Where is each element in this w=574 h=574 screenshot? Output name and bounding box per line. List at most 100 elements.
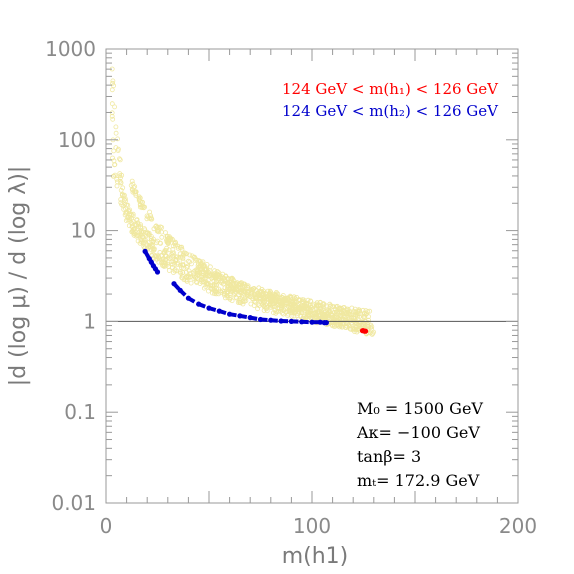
background-point	[320, 302, 326, 307]
background-point	[145, 245, 151, 251]
background-point	[214, 268, 220, 274]
background-point	[171, 270, 176, 276]
background-point	[138, 224, 143, 230]
background-point	[118, 187, 124, 193]
background-point	[261, 295, 267, 301]
background-point	[183, 250, 189, 256]
background-point	[155, 253, 161, 259]
background-point	[196, 258, 202, 263]
background-point	[187, 252, 193, 258]
background-point	[129, 229, 135, 235]
background-point	[122, 196, 128, 202]
background-point	[313, 310, 319, 316]
background-point	[184, 278, 190, 284]
background-point	[136, 194, 142, 200]
background-point	[231, 292, 237, 298]
background-point	[297, 304, 303, 309]
y-axis-label: |d (log μ) / d (log λ)|	[6, 166, 31, 387]
background-point	[175, 261, 180, 267]
background-point	[192, 254, 197, 260]
background-point	[334, 303, 340, 309]
background-point	[117, 156, 122, 162]
background-point	[222, 295, 228, 301]
background-point	[146, 242, 152, 248]
background-point	[364, 311, 370, 317]
background-point	[111, 148, 117, 154]
background-point	[165, 261, 171, 267]
background-point	[141, 205, 147, 211]
background-point	[334, 317, 340, 323]
series-1-segment	[143, 250, 152, 260]
background-point	[331, 322, 337, 328]
background-point	[132, 189, 138, 195]
background-point	[114, 183, 120, 189]
background-point	[341, 305, 347, 310]
background-point	[267, 302, 273, 308]
background-point	[144, 213, 150, 219]
background-point	[170, 243, 176, 249]
background-point	[129, 215, 135, 221]
background-point	[211, 282, 217, 288]
background-point	[365, 322, 371, 328]
background-point	[306, 306, 312, 312]
background-point	[140, 229, 146, 235]
background-point	[121, 206, 127, 212]
background-point	[249, 287, 255, 293]
background-point	[181, 251, 186, 257]
background-point	[356, 314, 362, 320]
background-point	[371, 329, 377, 335]
background-point	[127, 215, 133, 221]
background-point	[165, 264, 171, 269]
background-point	[369, 324, 375, 330]
background-point	[154, 225, 160, 231]
series-1-segment	[239, 313, 251, 320]
background-point	[167, 237, 172, 243]
background-point	[207, 272, 213, 278]
series-1-segment	[149, 261, 156, 267]
background-point	[203, 284, 209, 290]
background-point	[158, 252, 164, 258]
background-point	[290, 308, 296, 314]
background-point	[357, 307, 363, 313]
background-point	[224, 289, 230, 295]
background-point	[240, 288, 246, 294]
background-point	[352, 329, 357, 334]
background-point	[246, 289, 251, 295]
background-point	[327, 303, 333, 309]
series-1-segment	[249, 315, 261, 322]
x-tick-label: 0	[100, 514, 113, 538]
background-point	[159, 229, 165, 235]
background-point	[251, 291, 257, 297]
background-point	[307, 307, 313, 313]
series-1-segment	[153, 267, 160, 274]
background-point	[272, 303, 278, 309]
background-point	[159, 234, 165, 240]
background-point	[230, 276, 236, 282]
background-point	[235, 287, 241, 293]
background-point	[301, 314, 307, 319]
background-point	[347, 326, 353, 332]
background-point	[115, 136, 120, 142]
background-point	[224, 292, 230, 298]
background-point	[145, 231, 151, 237]
background-point	[179, 254, 185, 260]
background-point	[205, 288, 211, 294]
background-point	[156, 229, 162, 235]
background-point	[177, 262, 183, 268]
background-point	[198, 274, 204, 280]
background-point	[208, 285, 214, 291]
background-point	[151, 247, 157, 253]
background-point	[172, 241, 177, 247]
background-point	[159, 260, 165, 266]
background-point	[134, 217, 140, 223]
background-point	[308, 298, 314, 304]
background-point	[110, 80, 115, 86]
background-point	[356, 326, 362, 332]
background-point	[357, 320, 363, 326]
data-series	[142, 248, 369, 334]
series-1-segment	[229, 312, 241, 318]
background-point	[337, 323, 343, 328]
y-tick-label: 100	[58, 128, 96, 152]
background-point	[237, 296, 243, 302]
